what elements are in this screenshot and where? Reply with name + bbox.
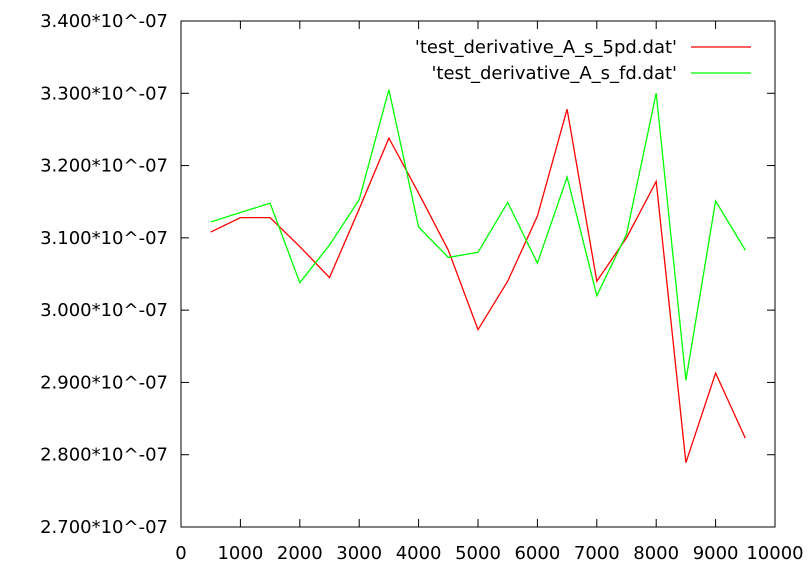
y-tick-label: 2.900*10^-07: [40, 372, 168, 393]
x-tick-label: 2000: [277, 543, 323, 564]
y-tick-label: 2.800*10^-07: [40, 445, 168, 466]
x-tick-label: 8000: [633, 543, 679, 564]
x-tick-label: 7000: [574, 543, 620, 564]
y-tick-label: 3.400*10^-07: [40, 11, 168, 32]
y-tick-label: 3.200*10^-07: [40, 156, 168, 177]
x-tick-label: 4000: [396, 543, 442, 564]
x-axis: 0 1000 2000 3000 4000 5000 6000 7000 8000 9000 100…: [175, 21, 804, 564]
x-tick-label: 10000: [746, 543, 803, 564]
y-tick-label: 3.300*10^-07: [40, 83, 168, 104]
y-tick-label: 3.000*10^-07: [40, 300, 168, 321]
x-tick-label: 1000: [217, 543, 263, 564]
x-tick-label: 6000: [514, 543, 560, 564]
legend-label-2: 'test_derivative_A_s_fd.dat': [431, 63, 677, 84]
y-axis: 2.700*10^-07 2.800*10^-07 2.900*10^-07 3.00…: [40, 11, 775, 538]
legend: 'test_derivative_A_s_5pd.dat' 'test_deriv…: [415, 37, 751, 84]
y-tick-label: 2.700*10^-07: [40, 517, 168, 538]
x-tick-label: 0: [175, 543, 186, 564]
y-tick-label: 3.100*10^-07: [40, 228, 168, 249]
x-tick-label: 3000: [336, 543, 382, 564]
x-tick-label: 9000: [693, 543, 739, 564]
series-line-1: [210, 109, 746, 463]
legend-label-1: 'test_derivative_A_s_5pd.dat': [415, 37, 677, 58]
series-line-2: [210, 89, 746, 381]
x-tick-label: 5000: [455, 543, 501, 564]
series-group: [210, 89, 746, 463]
plot-area-border: [180, 20, 776, 528]
